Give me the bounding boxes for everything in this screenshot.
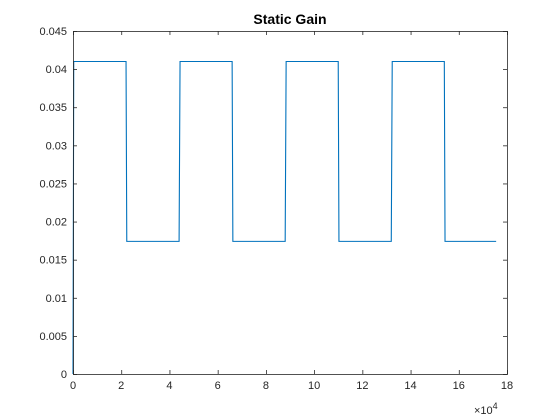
chart-title: Static Gain xyxy=(253,11,326,27)
y-tick-label: 0.04 xyxy=(46,64,67,76)
plot-area xyxy=(73,31,507,374)
x-tick-label: 6 xyxy=(215,380,221,392)
x-exponent-base: ×10 xyxy=(474,405,493,417)
y-tick-label: 0.015 xyxy=(39,255,67,267)
x-tick-label: 0 xyxy=(70,380,76,392)
y-tick-label: 0.01 xyxy=(46,293,67,305)
y-tick-label: 0.035 xyxy=(39,102,67,114)
x-tick-label: 2 xyxy=(118,380,124,392)
y-tick-label: 0.045 xyxy=(39,26,67,38)
y-tick-label: 0.03 xyxy=(46,140,67,152)
x-tick-label: 12 xyxy=(356,380,368,392)
y-tick-label: 0.025 xyxy=(39,178,67,190)
x-tick-label: 8 xyxy=(263,380,269,392)
x-tick-label: 18 xyxy=(501,380,513,392)
y-tick-label: 0 xyxy=(61,369,67,381)
y-tick-label: 0.005 xyxy=(39,331,67,343)
x-tick-label: 10 xyxy=(308,380,320,392)
x-tick-label: 4 xyxy=(166,380,172,392)
y-tick-label: 0.02 xyxy=(46,217,67,229)
x-exponent-power: 4 xyxy=(493,401,498,411)
x-exponent-label: ×104 xyxy=(474,401,498,417)
x-tick-label: 16 xyxy=(453,380,465,392)
x-tick-label: 14 xyxy=(404,380,416,392)
